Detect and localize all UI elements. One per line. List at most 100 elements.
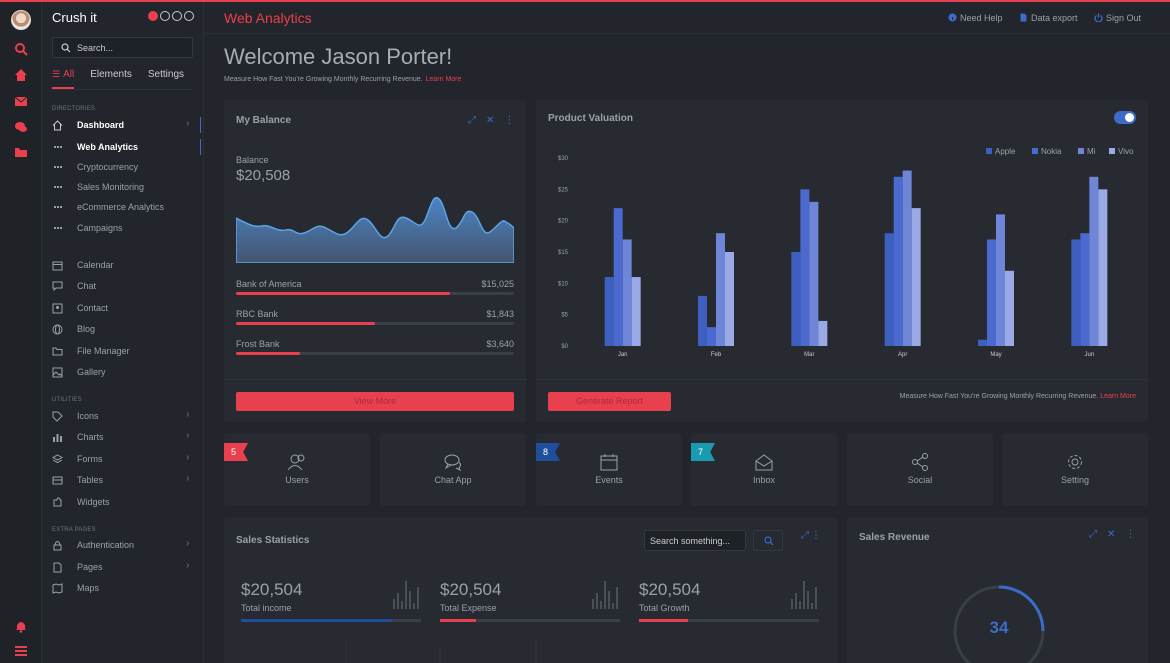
sidebar-item-file-manager[interactable]: File Manager xyxy=(52,343,202,359)
x-tick-label: Jun xyxy=(1084,352,1094,358)
bar-chart-icon xyxy=(53,434,62,442)
tab-all[interactable]: ☰ All xyxy=(52,69,75,89)
bell-icon[interactable] xyxy=(14,619,28,633)
chart-bar xyxy=(1071,239,1081,346)
tile-label: Inbox xyxy=(752,475,776,485)
expand-icon[interactable]: ⤢ xyxy=(1089,529,1107,540)
expand-icon[interactable]: ⤢ xyxy=(468,115,486,126)
sidebar-item-cryptocurrency[interactable]: Cryptocurrency xyxy=(52,159,202,175)
calendar-icon xyxy=(52,261,63,271)
tile-setting[interactable]: Setting xyxy=(1002,433,1148,506)
sidebar-item-ecommerce-analytics[interactable]: eCommerce Analytics xyxy=(52,199,202,215)
sales-search-input[interactable]: Search something... xyxy=(644,530,746,551)
x-tick-label: Apr xyxy=(898,352,907,358)
dots-icon xyxy=(54,186,62,188)
puzzle-icon xyxy=(53,497,62,507)
image-icon xyxy=(52,367,63,378)
tile-social[interactable]: Social xyxy=(847,433,993,506)
sales-search-button[interactable] xyxy=(753,530,783,551)
sidebar-item-label: Blog xyxy=(77,324,96,334)
tile-inbox[interactable]: 7 Inbox xyxy=(691,433,837,506)
sidebar-item-web-analytics[interactable]: Web Analytics xyxy=(52,139,202,155)
chart-bar xyxy=(809,201,819,346)
sidebar-item-icons[interactable]: Icons › xyxy=(52,408,202,424)
view-more-button[interactable]: View More xyxy=(236,392,514,411)
chevron-right-icon: › xyxy=(186,452,190,463)
sidebar-item-sales-monitoring[interactable]: Sales Monitoring xyxy=(52,179,202,195)
sidebar-item-maps[interactable]: Maps xyxy=(52,580,202,596)
tab-settings[interactable]: Settings xyxy=(147,69,185,80)
sidebar-item-label: Pages xyxy=(77,562,103,572)
bank-row: Frost Bank $3,640 xyxy=(236,339,514,361)
expand-icon[interactable]: ⤢ xyxy=(801,530,811,541)
comments-icon[interactable] xyxy=(14,120,28,134)
calendar-icon xyxy=(600,454,618,471)
card-title: Sales Revenue xyxy=(859,532,930,543)
stat-progress-fill xyxy=(440,619,476,622)
home-icon[interactable] xyxy=(14,68,28,82)
tile-badge: 7 xyxy=(691,443,715,461)
tab-elements[interactable]: Elements xyxy=(90,69,132,80)
legend-label: Vivo xyxy=(1118,147,1134,156)
sidebar-item-chat[interactable]: Chat xyxy=(52,278,202,294)
theme-dot[interactable] xyxy=(160,11,170,21)
close-icon[interactable]: ✕ xyxy=(1107,529,1126,540)
valuation-note: Measure How Fast You're Growing Monthly … xyxy=(900,393,1136,400)
legend-label: Mi xyxy=(1087,147,1096,156)
learn-more-link[interactable]: Learn More xyxy=(425,76,462,83)
sidebar-item-forms[interactable]: Forms › xyxy=(52,451,202,467)
more-icon[interactable]: ⋮ xyxy=(1125,529,1146,540)
theme-dot[interactable] xyxy=(184,11,194,21)
theme-dot[interactable] xyxy=(172,11,182,21)
sidebar-item-blog[interactable]: Blog xyxy=(52,321,202,337)
valuation-toggle[interactable] xyxy=(1114,111,1136,124)
data-export-link[interactable]: Data export xyxy=(1020,13,1078,23)
bank-amount: $1,843 xyxy=(486,309,514,319)
sidebar-item-contact[interactable]: Contact xyxy=(52,300,202,316)
theme-dot-red[interactable] xyxy=(148,11,158,21)
theme-dots[interactable] xyxy=(148,11,194,21)
sidebar-item-label: Campaigns xyxy=(77,223,123,233)
chart-bar xyxy=(631,277,641,346)
stat-progress-fill xyxy=(241,619,392,622)
sidebar-item-authentication[interactable]: Authentication › xyxy=(52,537,202,553)
need-help-link[interactable]: Need Help xyxy=(948,13,1003,23)
folder-icon[interactable] xyxy=(14,145,28,159)
sidebar-search-input[interactable]: Search... xyxy=(52,37,193,58)
search-icon xyxy=(764,536,774,546)
tile-users[interactable]: 5 Users xyxy=(224,433,370,506)
avatar[interactable] xyxy=(11,10,31,30)
sign-out-link[interactable]: Sign Out xyxy=(1094,13,1141,23)
generate-report-button[interactable]: Generate Report xyxy=(548,392,671,411)
sidebar: Crush it Search... ☰ All Elements Setting… xyxy=(42,2,204,663)
product-valuation-card: Product Valuation $0 $5 $10 $15 $20 $25 $30 Jan… xyxy=(536,100,1148,422)
bank-name: RBC Bank xyxy=(236,309,279,319)
tile-label: Setting xyxy=(1060,475,1090,485)
sidebar-item-campaigns[interactable]: Campaigns xyxy=(52,220,202,236)
sidebar-item-label: Chat xyxy=(77,281,97,291)
more-icon[interactable]: ⋮ xyxy=(504,115,525,126)
sidebar-item-gallery[interactable]: Gallery xyxy=(52,364,202,380)
sidebar-item-widgets[interactable]: Widgets xyxy=(52,494,202,510)
sidebar-item-pages[interactable]: Pages › xyxy=(52,559,202,575)
sidebar-item-tables[interactable]: Tables › xyxy=(52,472,202,488)
chart-bar xyxy=(613,208,623,346)
power-icon xyxy=(1094,13,1103,22)
menu-icon[interactable] xyxy=(14,644,28,658)
bank-progress-fill xyxy=(236,292,450,295)
more-icon[interactable]: ⋮ xyxy=(811,530,831,541)
sales-statistics-card: Sales Statistics Search something... ⤢⋮ … xyxy=(224,517,838,663)
tab-label: All xyxy=(63,69,75,80)
bank-progress-track xyxy=(236,322,514,325)
sidebar-item-dashboard[interactable]: Dashboard › xyxy=(52,117,202,133)
legend-swatch xyxy=(1109,148,1115,154)
tile-events[interactable]: 8 Events xyxy=(536,433,682,506)
search-icon[interactable] xyxy=(14,42,28,56)
mail-icon[interactable] xyxy=(14,94,28,108)
sidebar-item-calendar[interactable]: Calendar xyxy=(52,257,202,273)
stat-label: Total income xyxy=(241,603,292,613)
close-icon[interactable]: ✕ xyxy=(486,115,505,126)
learn-more-link[interactable]: Learn More xyxy=(1100,393,1136,400)
tile-chat-app[interactable]: Chat App xyxy=(380,433,526,506)
sidebar-item-charts[interactable]: Charts › xyxy=(52,429,202,445)
